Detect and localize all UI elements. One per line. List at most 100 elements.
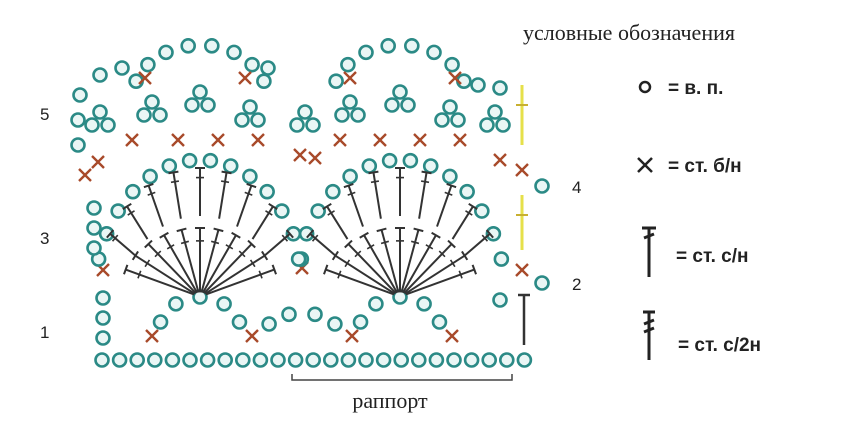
chain: [400, 97, 416, 113]
double-crochet: [418, 172, 428, 219]
chain: [86, 200, 102, 216]
stitch-top: [247, 239, 256, 249]
chain: [375, 352, 392, 368]
chain: [152, 107, 168, 123]
chain: [450, 112, 466, 128]
stitch-bar: [137, 270, 142, 279]
chain: [361, 158, 378, 174]
pattern: [70, 38, 550, 368]
stitch-bar: [465, 210, 473, 216]
stitch-top: [271, 264, 277, 275]
double-crochet: [400, 229, 420, 293]
chain: [217, 352, 233, 368]
single-crochet: [238, 71, 252, 85]
stitch-top: [359, 231, 369, 239]
chain: [168, 296, 184, 312]
stitch-bar: [420, 180, 430, 184]
chain: [182, 352, 198, 368]
chain: [242, 99, 258, 115]
stitch-bar: [366, 244, 375, 250]
single-crochet: [308, 151, 322, 165]
stitch-bar: [180, 240, 190, 245]
chain: [534, 178, 550, 194]
double-crochet: [326, 205, 349, 240]
single-crochet: [515, 163, 529, 177]
stitch-bar: [154, 250, 162, 258]
chain: [204, 38, 220, 54]
stitch-bar: [258, 270, 263, 279]
dc-symbol: [642, 226, 656, 277]
chain: [470, 77, 486, 93]
double-crochet: [218, 172, 228, 219]
chain: [94, 352, 110, 368]
stitch-top: [446, 182, 457, 189]
stitch-bar: [311, 234, 319, 242]
single-crochet: [211, 133, 225, 147]
double-crochet: [203, 243, 253, 294]
chain: [181, 152, 198, 169]
stitch-bar: [344, 259, 351, 268]
row-number: 3: [40, 229, 49, 248]
chain: [479, 117, 495, 133]
stitch-bar: [166, 244, 175, 250]
stitch-bar: [244, 191, 253, 196]
double-crochet: [125, 268, 195, 296]
chain: [431, 314, 448, 330]
chain: [481, 352, 498, 368]
double-crochet: [202, 234, 237, 294]
single-crochet: [343, 71, 357, 85]
chain: [310, 203, 326, 219]
stitch-top: [368, 170, 379, 175]
stitch-top: [285, 229, 294, 239]
chain: [161, 158, 178, 174]
stitch-bar: [144, 259, 151, 268]
chain: [328, 73, 344, 89]
chain: [281, 306, 297, 323]
chain: [485, 225, 502, 242]
chain: [422, 158, 439, 174]
stitch-bar: [425, 244, 434, 250]
double-crochet: [205, 268, 275, 296]
chain: [180, 38, 196, 54]
chain: [95, 330, 111, 346]
chain: [244, 56, 260, 73]
chain: [358, 352, 374, 368]
chain: [368, 296, 384, 312]
double-crochet: [325, 268, 395, 296]
stitch-bar: [111, 234, 119, 242]
single-crochet: [445, 329, 459, 343]
stitch-bar: [347, 191, 356, 196]
stitch-top: [471, 264, 477, 275]
chain: [495, 117, 511, 133]
chain: [125, 183, 141, 200]
double-crochet: [163, 234, 198, 294]
double-crochet: [402, 234, 437, 294]
chain: [534, 275, 550, 291]
chain: [260, 60, 276, 76]
chain: [200, 97, 216, 113]
chain: [297, 104, 313, 120]
chain: [70, 137, 86, 153]
stitch-top: [331, 250, 339, 261]
chain: [350, 107, 366, 123]
single-crochet: [125, 133, 139, 147]
chain: [289, 117, 305, 133]
chain: [92, 67, 108, 83]
chain: [342, 94, 358, 110]
row-number: 4: [572, 178, 581, 197]
double-crochet: [363, 234, 398, 294]
stitch-top: [344, 239, 353, 249]
chain: [327, 316, 343, 332]
single-crochet: [293, 148, 307, 162]
chain: [184, 97, 200, 113]
stitch-bar: [337, 270, 342, 279]
chain: [384, 97, 400, 113]
single-crochet: [515, 263, 529, 277]
chain: [252, 352, 269, 368]
single-crochet: [448, 71, 462, 85]
chain: [114, 60, 130, 76]
double-crochet: [264, 233, 291, 257]
stitch-bar: [225, 244, 234, 250]
chain: [322, 352, 339, 368]
chain: [334, 107, 350, 123]
